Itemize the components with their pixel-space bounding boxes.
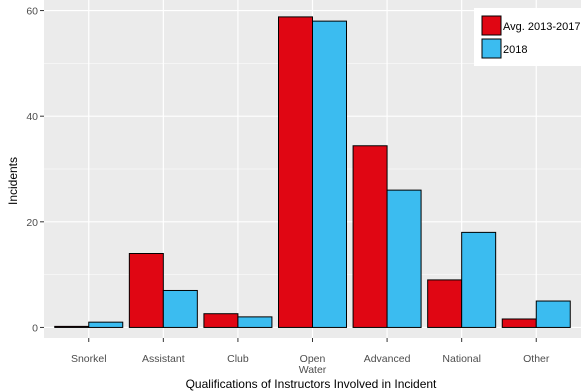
bar <box>203 313 239 328</box>
bar <box>278 16 313 328</box>
bar <box>54 325 90 328</box>
x-tick-label: Snorkel <box>71 353 107 365</box>
x-tick-label: Club <box>227 353 249 365</box>
x-tick-label: National <box>442 353 481 365</box>
y-ticks: 0 20 40 60 <box>26 6 44 334</box>
legend-key <box>481 15 502 36</box>
bars <box>54 16 571 328</box>
x-axis-title: Qualifications of Instructors Involved i… <box>186 377 437 391</box>
x-tick-label: Open <box>300 353 326 365</box>
bar <box>427 279 463 328</box>
y-tick-label: 60 <box>26 6 38 18</box>
bar <box>386 189 422 328</box>
x-tick-label: Other <box>523 353 550 365</box>
y-tick-label: 20 <box>26 217 38 229</box>
bar <box>128 253 164 328</box>
bar <box>88 321 124 328</box>
legend-label: Avg. 2013-2017 <box>503 21 580 33</box>
bar <box>501 318 537 328</box>
legend-label: 2018 <box>503 44 527 56</box>
x-tick-label: Water <box>299 364 327 376</box>
x-tick-label: Assistant <box>142 353 185 365</box>
y-tick-label: 40 <box>26 111 38 123</box>
legend-key <box>481 38 502 59</box>
x-tick-label: Advanced <box>364 353 411 365</box>
bar <box>312 20 347 328</box>
bar <box>461 231 497 328</box>
y-axis-title: Incidents <box>6 157 20 205</box>
y-tick-label: 0 <box>32 322 38 334</box>
bar <box>162 289 198 328</box>
bar <box>237 316 273 328</box>
bar <box>352 145 388 328</box>
legend: Avg. 2013-2017 2018 <box>474 8 581 66</box>
bar <box>535 300 571 328</box>
